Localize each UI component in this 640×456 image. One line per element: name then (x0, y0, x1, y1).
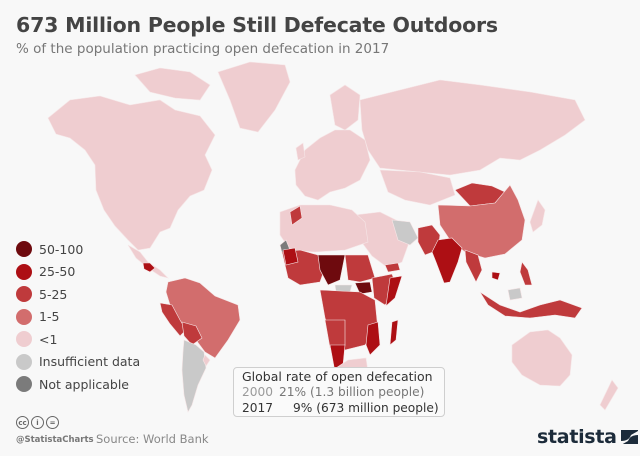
brand-wordmark: statista (537, 426, 617, 448)
legend-label: 50-100 (39, 241, 84, 257)
statista-mark-icon (620, 430, 638, 445)
region-angola (324, 319, 346, 349)
region-madagascar (389, 319, 399, 346)
legend-swatch-icon (16, 353, 32, 370)
legend-item-25-50: 25-50 (16, 261, 140, 284)
legend: 50-100 25-50 5-25 1-5 <1 Insufficient da… (16, 238, 140, 396)
region-india (431, 237, 463, 284)
region-north-america (47, 95, 216, 251)
info-year: 2017 (242, 400, 274, 415)
region-japan (529, 199, 546, 233)
region-south-sudan (354, 281, 373, 295)
region-peru (159, 302, 187, 337)
legend-label: <1 (39, 331, 58, 347)
region-se-asia (464, 249, 483, 283)
statista-logo[interactable]: statista (537, 426, 638, 448)
region-niger-chad (317, 254, 346, 286)
legend-label: Not applicable (39, 376, 129, 392)
region-greenland (217, 61, 291, 133)
info-value: 21% (1.3 billion people) (279, 385, 425, 399)
region-europe (294, 129, 371, 201)
chart-subtitle: % of the population practicing open defe… (16, 41, 390, 57)
info-year: 2000 (242, 385, 274, 399)
source-note: Source: World Bank (96, 432, 209, 446)
legend-swatch-icon (16, 376, 32, 393)
region-indonesia (479, 291, 583, 319)
info-row-2017: 2017 9% (673 million people) (242, 401, 444, 417)
legend-swatch-icon (16, 263, 32, 280)
no-derivatives-icon[interactable]: = (46, 416, 59, 429)
region-new-zealand (599, 379, 619, 411)
info-box-title: Global rate of open defecation (242, 369, 433, 384)
region-iran (391, 219, 419, 246)
legend-item-1-5: 1-5 (16, 306, 140, 329)
legend-label: 25-50 (39, 264, 76, 280)
legend-label: Insufficient data (39, 354, 141, 370)
region-sudan (344, 254, 376, 283)
legend-item-50-100: 50-100 (16, 238, 140, 261)
legend-item-not-applicable: Not applicable (16, 373, 140, 396)
region-guatemala-honduras (142, 262, 156, 273)
region-yemen (384, 262, 401, 273)
region-southern-cone (181, 339, 207, 413)
region-canada-arctic (134, 67, 211, 101)
info-value: 9% (673 million people) (293, 400, 439, 415)
region-philippines (519, 261, 533, 286)
region-australia (511, 329, 573, 387)
creative-commons-icon[interactable]: cc (16, 416, 29, 429)
global-rate-box: Global rate of open defecation 2000 21% … (233, 367, 445, 417)
info-row-2000: 2000 21% (1.3 billion people) (242, 385, 444, 401)
region-bolivia (181, 321, 203, 346)
region-uruguay (202, 354, 211, 367)
legend-item-insufficient: Insufficient data (16, 351, 140, 374)
region-central-asia (379, 169, 456, 206)
region-mauritania (282, 247, 299, 266)
region-mozambique (365, 321, 381, 356)
legend-item-lt1: <1 (16, 328, 140, 351)
region-morocco (289, 205, 303, 226)
region-russia (359, 79, 586, 176)
twitter-handle[interactable]: @StatistaCharts (16, 435, 94, 445)
region-somalia (385, 275, 403, 307)
legend-swatch-icon (16, 241, 32, 258)
legend-label: 1-5 (39, 309, 60, 325)
region-scandinavia (329, 84, 361, 131)
license-icons: cc i = (16, 416, 59, 429)
legend-swatch-icon (16, 308, 32, 325)
attribution-icon[interactable]: i (31, 416, 44, 429)
legend-label: 5-25 (39, 286, 68, 302)
region-central-america (127, 244, 169, 279)
chart-title: 673 Million People Still Defecate Outdoo… (16, 13, 498, 37)
legend-item-5-25: 5-25 (16, 283, 140, 306)
legend-swatch-icon (16, 286, 32, 303)
region-uk (295, 142, 306, 161)
region-cambodia (491, 271, 501, 281)
region-borneo (507, 287, 523, 301)
legend-swatch-icon (16, 331, 32, 348)
